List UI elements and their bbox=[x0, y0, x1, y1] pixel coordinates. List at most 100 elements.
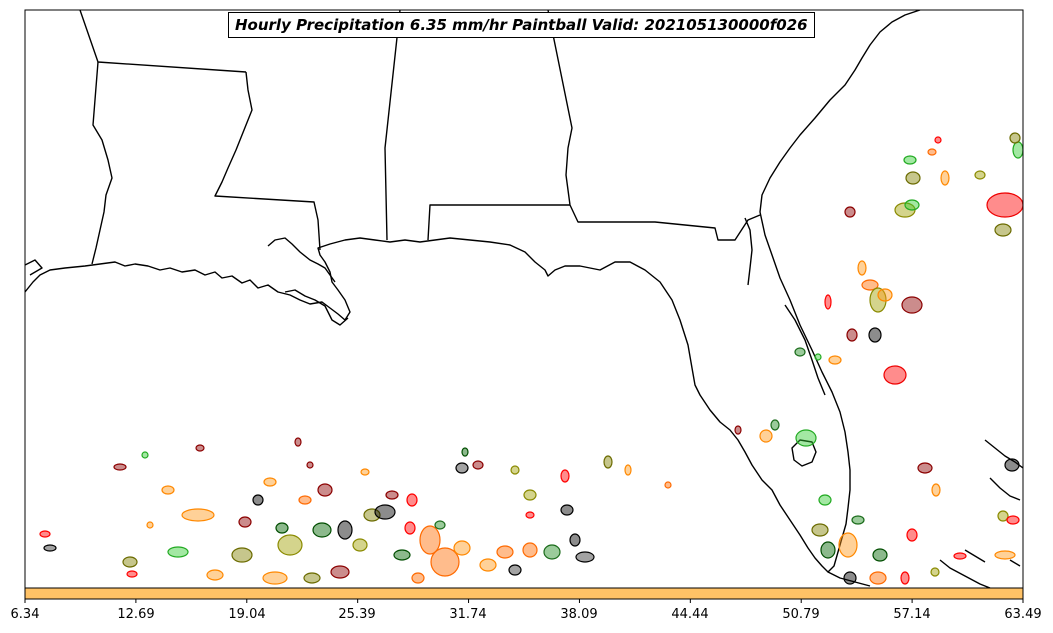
paintball-blob bbox=[141, 451, 149, 459]
state-borders bbox=[79, 10, 761, 265]
paintball-blob bbox=[374, 504, 396, 520]
colorbar-tick-label: 63.49 bbox=[1004, 607, 1042, 622]
paintball-blob bbox=[262, 571, 288, 585]
paintball-blob bbox=[811, 523, 829, 537]
paintball-blob bbox=[298, 495, 312, 505]
paintball-blob bbox=[1012, 141, 1023, 159]
paintball-blob bbox=[510, 465, 520, 475]
map-coastline bbox=[25, 10, 1023, 588]
paintball-blob bbox=[39, 530, 51, 538]
paintball-blob bbox=[734, 425, 742, 435]
paintball-blob bbox=[294, 437, 302, 447]
paintball-blob bbox=[181, 508, 215, 522]
paintball-blob bbox=[930, 567, 940, 577]
paintball-blob bbox=[904, 199, 920, 211]
paintball-blob bbox=[843, 571, 857, 585]
colorbar-tick-label: 6.34 bbox=[10, 607, 40, 622]
paintball-blob bbox=[900, 571, 910, 585]
paintball-blob bbox=[986, 192, 1023, 218]
paintball-blob bbox=[523, 489, 537, 501]
paintball-blob bbox=[1009, 132, 1021, 144]
paintball-blob bbox=[851, 515, 865, 525]
colorbar-tick-label: 25.39 bbox=[338, 607, 376, 622]
paintball-blob bbox=[794, 347, 806, 357]
paintball-blob bbox=[419, 525, 441, 555]
paintball-blob bbox=[312, 522, 332, 538]
paintball-blob bbox=[820, 541, 836, 559]
paintball-blob bbox=[974, 170, 986, 180]
paintball-blob bbox=[883, 365, 907, 385]
paintball-blob bbox=[795, 429, 817, 447]
colorbar-tick-label: 19.04 bbox=[228, 607, 266, 622]
paintball-blob bbox=[931, 483, 941, 497]
paintball-blob bbox=[455, 462, 469, 474]
paintball-blob bbox=[479, 558, 497, 572]
paintball-blob bbox=[861, 279, 879, 291]
precipitation-paintballs bbox=[39, 132, 1023, 585]
paintball-blob bbox=[560, 504, 574, 516]
paintball-blob bbox=[508, 564, 522, 576]
paintball-blob bbox=[461, 447, 469, 457]
paintball-blob bbox=[122, 556, 138, 568]
paintball-blob bbox=[940, 170, 950, 186]
paintball-blob bbox=[814, 353, 822, 361]
paintball-blob bbox=[770, 419, 780, 431]
colorbar-tick-label: 57.14 bbox=[893, 607, 931, 622]
paintball-blob bbox=[560, 469, 570, 483]
paintball-blob bbox=[903, 155, 917, 165]
paintball-blob bbox=[275, 522, 289, 534]
paintball-blob bbox=[906, 528, 918, 542]
paintball-blob bbox=[569, 533, 581, 547]
paintball-blob bbox=[496, 545, 514, 559]
paintball-blob bbox=[844, 206, 856, 218]
paintball-blob bbox=[575, 551, 595, 563]
colorbar-tick-label: 38.09 bbox=[560, 607, 598, 622]
colorbar bbox=[24, 587, 1024, 600]
paintball-blob bbox=[161, 485, 175, 495]
paintball-blob bbox=[624, 464, 632, 476]
paintball-blob bbox=[385, 490, 399, 500]
paintball-blob bbox=[953, 552, 967, 560]
paintball-blob bbox=[1006, 515, 1020, 525]
paintball-blob bbox=[994, 550, 1016, 560]
paintball-blob bbox=[404, 521, 416, 535]
paintball-blob bbox=[1004, 458, 1020, 472]
paintball-blob bbox=[252, 494, 264, 506]
paintball-blob bbox=[167, 546, 189, 558]
paintball-blob bbox=[406, 493, 418, 507]
paintball-blob bbox=[543, 544, 561, 560]
paintball-blob bbox=[759, 429, 773, 443]
paintball-blob bbox=[818, 494, 832, 506]
paintball-blob bbox=[857, 260, 867, 276]
paintball-blob bbox=[337, 520, 353, 540]
paintball-blob bbox=[306, 461, 314, 469]
paintball-blob bbox=[472, 460, 484, 470]
paintball-blob bbox=[206, 569, 224, 581]
paintball-blob bbox=[113, 463, 127, 471]
colorbar-tick-label: 44.44 bbox=[671, 607, 709, 622]
paintball-blob bbox=[927, 148, 937, 156]
paintball-blob bbox=[277, 534, 303, 556]
paintball-blob bbox=[195, 444, 205, 452]
colorbar-tick-label: 12.69 bbox=[117, 607, 155, 622]
paintball-blob bbox=[934, 136, 942, 144]
paintball-blob bbox=[411, 572, 425, 584]
paintball-blob bbox=[352, 538, 368, 552]
paintball-blob bbox=[393, 549, 411, 561]
paintball-blob bbox=[363, 508, 381, 522]
paintball-blob bbox=[430, 547, 460, 577]
paintball-blob bbox=[126, 570, 138, 578]
paintball-blob bbox=[238, 516, 252, 528]
paintball-blob bbox=[869, 571, 887, 585]
colorbar-tick-label: 31.74 bbox=[449, 607, 487, 622]
paintball-blob bbox=[522, 542, 538, 558]
paintball-blob bbox=[231, 547, 253, 563]
paintball-blob bbox=[434, 520, 446, 530]
paintball-blob bbox=[846, 328, 858, 342]
colorbar-tick-marks bbox=[24, 599, 1024, 603]
paintball-blob bbox=[917, 462, 933, 474]
paintball-blob bbox=[997, 510, 1009, 522]
paintball-blob bbox=[330, 565, 350, 579]
paintball-blob bbox=[869, 287, 887, 313]
